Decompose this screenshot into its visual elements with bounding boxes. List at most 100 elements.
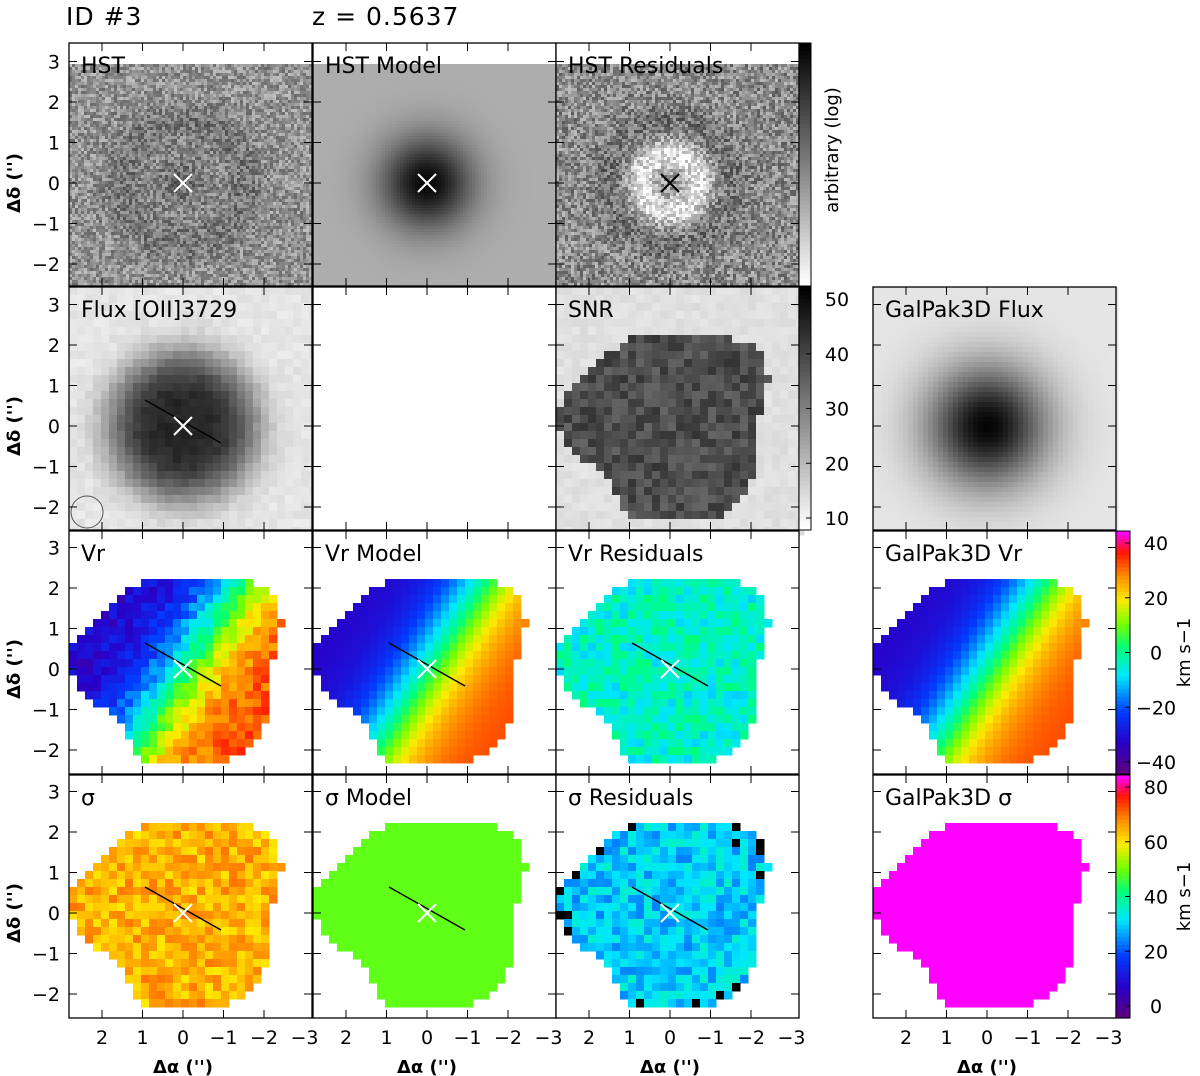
y-tick-label: 2 [48, 92, 60, 114]
colorbar-tick-label: 40 [1144, 887, 1168, 909]
y-tick-label: 2 [48, 822, 60, 844]
colorbar-snr: 50 40 30 20 10 [799, 287, 849, 531]
y-tick-label: −1 [32, 944, 60, 966]
panel-galpak-vr: GalPak3D Vr [873, 531, 1116, 774]
panel-vr-residuals: Vr Residuals [556, 531, 799, 774]
panel-galpak-flux: GalPak3D Flux [873, 287, 1119, 533]
x-axis-col-3: 2 1 0 −1 −2 −3Δα ('') [583, 1027, 806, 1076]
colorbar-label: km s−1 [1174, 862, 1195, 932]
panel-title: σ [81, 786, 95, 811]
panel-sigma: σ [69, 775, 312, 1018]
x-tick-label: 2 [340, 1027, 352, 1049]
y-tick-label: −2 [32, 740, 60, 762]
panel-title: Vr [81, 542, 106, 567]
y-tick-label: 2 [48, 578, 60, 600]
panel-flux: Flux [OII]3729 [69, 287, 318, 536]
y-tick-label: 0 [48, 659, 60, 681]
panel-title: HST Residuals [568, 54, 723, 79]
x-axis-label: Δα ('') [957, 1057, 1017, 1076]
x-tick-label: −3 [1094, 1027, 1122, 1049]
colorbar-tick-label: 40 [1144, 533, 1168, 555]
colorbar-tick-label: 80 [1144, 777, 1168, 799]
y-tick-label: 3 [48, 782, 60, 804]
panel-sigma-residuals: σ Residuals [556, 775, 799, 1018]
y-tick-label: 0 [48, 903, 60, 925]
y-tick-label: −2 [32, 497, 60, 519]
panel-title: Flux [OII]3729 [81, 298, 237, 323]
x-tick-label: 2 [96, 1027, 108, 1049]
x-tick-label: 0 [421, 1027, 433, 1049]
x-tick-label: 0 [981, 1027, 993, 1049]
x-tick-label: −2 [1054, 1027, 1082, 1049]
panel-sigma-model: σ Model [313, 775, 556, 1018]
colorbar-tick-label: −40 [1136, 752, 1176, 774]
x-tick-label: −3 [290, 1027, 318, 1049]
y-tick-label: 1 [48, 133, 60, 155]
colorbar-tick-label: 20 [825, 453, 849, 475]
x-tick-label: −2 [737, 1027, 765, 1049]
x-tick-label: −1 [209, 1027, 237, 1049]
colorbar-tick-label: 0 [1150, 996, 1162, 1018]
colorbar-tick-label: 40 [825, 344, 849, 366]
panel-hst-residuals: HST Residuals [556, 43, 800, 287]
x-tick-label: 2 [900, 1027, 912, 1049]
x-tick-label: −3 [777, 1027, 805, 1049]
y-tick-label: −1 [32, 214, 60, 236]
colorbar-tick-label: 0 [1150, 643, 1162, 665]
colorbar-tick-label: 20 [1144, 941, 1168, 963]
colorbar-label: km s−1 [1174, 618, 1195, 688]
colorbar-dispersion: 80 60 40 20 0 km s−1 [1116, 775, 1195, 1019]
x-tick-label: 1 [940, 1027, 952, 1049]
y-tick-label: −1 [32, 700, 60, 722]
x-tick-label: 2 [583, 1027, 595, 1049]
colorbar-tick-label: 50 [825, 289, 849, 311]
y-axis-label: Δδ ('') [4, 639, 25, 699]
colorbar-tick-label: 60 [1144, 832, 1168, 854]
colorbar-hst-label: arbitrary (log) [822, 87, 843, 213]
x-axis-label: Δα ('') [640, 1057, 700, 1076]
panel-galpak-sigma: GalPak3D σ [873, 775, 1116, 1018]
panel-empty [313, 287, 556, 530]
panel-title: SNR [568, 298, 614, 323]
colorbar-tick-label: 10 [825, 508, 849, 530]
x-tick-label: 0 [177, 1027, 189, 1049]
y-tick-label: −2 [32, 254, 60, 276]
panel-title: Vr Model [325, 542, 422, 567]
panel-hst-model: HST Model [313, 43, 557, 287]
x-tick-label: 1 [136, 1027, 148, 1049]
colorbar-velocity: 40 20 0 −20 −40 km s−1 [1116, 531, 1195, 775]
colorbar-tick-label: −20 [1136, 697, 1176, 719]
y-tick-label: 3 [48, 295, 60, 317]
x-tick-label: −2 [250, 1027, 278, 1049]
panel-title: GalPak3D Flux [885, 298, 1044, 323]
x-tick-label: 1 [623, 1027, 635, 1049]
colorbar-tick-label: 20 [1144, 588, 1168, 610]
y-axis-label: Δδ ('') [4, 396, 25, 456]
panel-title: σ Model [325, 786, 412, 811]
colorbar-tick-label: 30 [825, 399, 849, 421]
y-axis-label: Δδ ('') [4, 153, 25, 213]
panel-title: HST [81, 54, 126, 79]
x-tick-label: −1 [453, 1027, 481, 1049]
y-tick-label: 3 [48, 538, 60, 560]
panel-snr: SNR [556, 287, 805, 536]
y-tick-label: 1 [48, 376, 60, 398]
x-axis-label: Δα ('') [153, 1057, 213, 1076]
panel-title: GalPak3D σ [885, 786, 1012, 811]
panel-title: σ Residuals [568, 786, 693, 811]
y-axis-label: Δδ ('') [4, 883, 25, 943]
x-tick-label: −2 [494, 1027, 522, 1049]
panel-title: Vr Residuals [568, 542, 703, 567]
colorbar-hst [799, 43, 811, 287]
x-tick-label: 1 [380, 1027, 392, 1049]
panel-vr: Vr [69, 531, 312, 774]
x-tick-label: −3 [534, 1027, 562, 1049]
y-tick-label: 0 [48, 173, 60, 195]
panel-title: HST Model [325, 54, 442, 79]
y-tick-label: −2 [32, 984, 60, 1006]
